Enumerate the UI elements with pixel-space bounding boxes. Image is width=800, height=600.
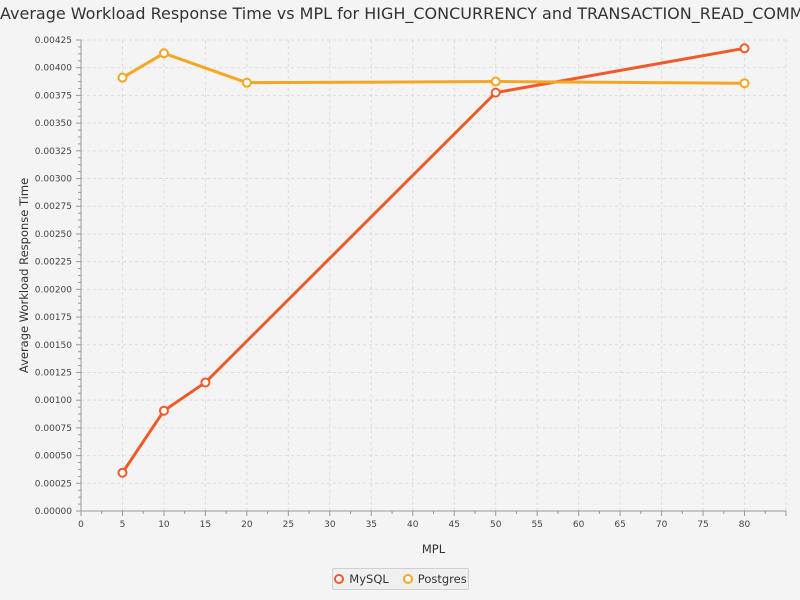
x-tick-label: 10 (158, 520, 170, 530)
x-tick-label: 60 (573, 520, 585, 530)
legend-marker-icon (334, 574, 345, 584)
legend-item-postgres: Postgres (402, 572, 467, 586)
data-point-mysql (739, 43, 750, 54)
series-line-postgres (121, 51, 745, 85)
y-tick-label: 0.00300 (35, 175, 72, 185)
x-tick-label: 30 (324, 520, 336, 530)
y-tick-label: 0.00350 (35, 119, 72, 129)
data-point-mysql (490, 87, 501, 98)
x-tick-label: 65 (614, 520, 625, 530)
x-tick-label: 25 (283, 520, 294, 530)
data-point-postgres (241, 77, 252, 88)
x-axis-title: MPL (422, 542, 446, 556)
y-tick-label: 0.00200 (35, 285, 72, 295)
x-tick-label: 80 (739, 520, 751, 530)
legend: MySQL Postgres (332, 568, 469, 590)
data-point-mysql (117, 467, 128, 478)
y-tick-label: 0.00375 (35, 91, 72, 101)
legend-label: MySQL (349, 572, 389, 586)
series-line-mysql (121, 46, 745, 474)
y-axis-title: Average Workload Response Time (17, 178, 31, 373)
x-tick-label: 45 (449, 520, 460, 530)
data-point-mysql (200, 377, 211, 388)
chart-title: Average Workload Response Time vs MPL fo… (0, 4, 800, 23)
y-tick-label: 0.00150 (35, 341, 72, 351)
y-tick-label: 0.00425 (35, 36, 72, 46)
y-tick-label: 0.00275 (35, 202, 72, 212)
x-tick-label: 55 (531, 520, 542, 530)
data-point-postgres (490, 76, 501, 87)
y-tick-label: 0.00325 (35, 147, 72, 157)
legend-item-mysql: MySQL (334, 572, 389, 586)
x-tick-label: 35 (366, 520, 377, 530)
x-tick-label: 40 (407, 520, 419, 530)
data-point-postgres (117, 72, 128, 83)
y-tick-label: 0.00175 (35, 313, 72, 323)
y-tick-label: 0.00000 (35, 507, 72, 517)
x-tick-label: 0 (78, 520, 84, 530)
x-tick-label: 50 (490, 520, 502, 530)
series-layer (117, 43, 750, 478)
x-tick-label: 75 (697, 520, 708, 530)
y-tick-label: 0.00125 (35, 368, 72, 378)
y-tick-label: 0.00075 (35, 424, 72, 434)
legend-marker-icon (402, 574, 413, 584)
y-tick-label: 0.00025 (35, 479, 72, 489)
legend-label: Postgres (417, 572, 467, 586)
y-tick-label: 0.00050 (35, 452, 72, 462)
x-tick-label: 20 (241, 520, 253, 530)
axes: 0 5 10 15 20 25 30 35 40 45 50 55 60 65 70 75 80 0.00000 0… (35, 36, 787, 530)
data-point-postgres (739, 78, 750, 89)
y-tick-label: 0.00250 (35, 230, 72, 240)
grid-lines (81, 39, 787, 511)
data-point-mysql (158, 405, 169, 416)
y-tick-label: 0.00400 (35, 64, 72, 74)
y-tick-label: 0.00225 (35, 258, 72, 268)
y-tick-label: 0.00100 (35, 396, 72, 406)
x-tick-label: 5 (120, 520, 126, 530)
data-point-postgres (158, 48, 169, 59)
x-tick-label: 15 (200, 520, 211, 530)
x-tick-label: 70 (656, 520, 668, 530)
